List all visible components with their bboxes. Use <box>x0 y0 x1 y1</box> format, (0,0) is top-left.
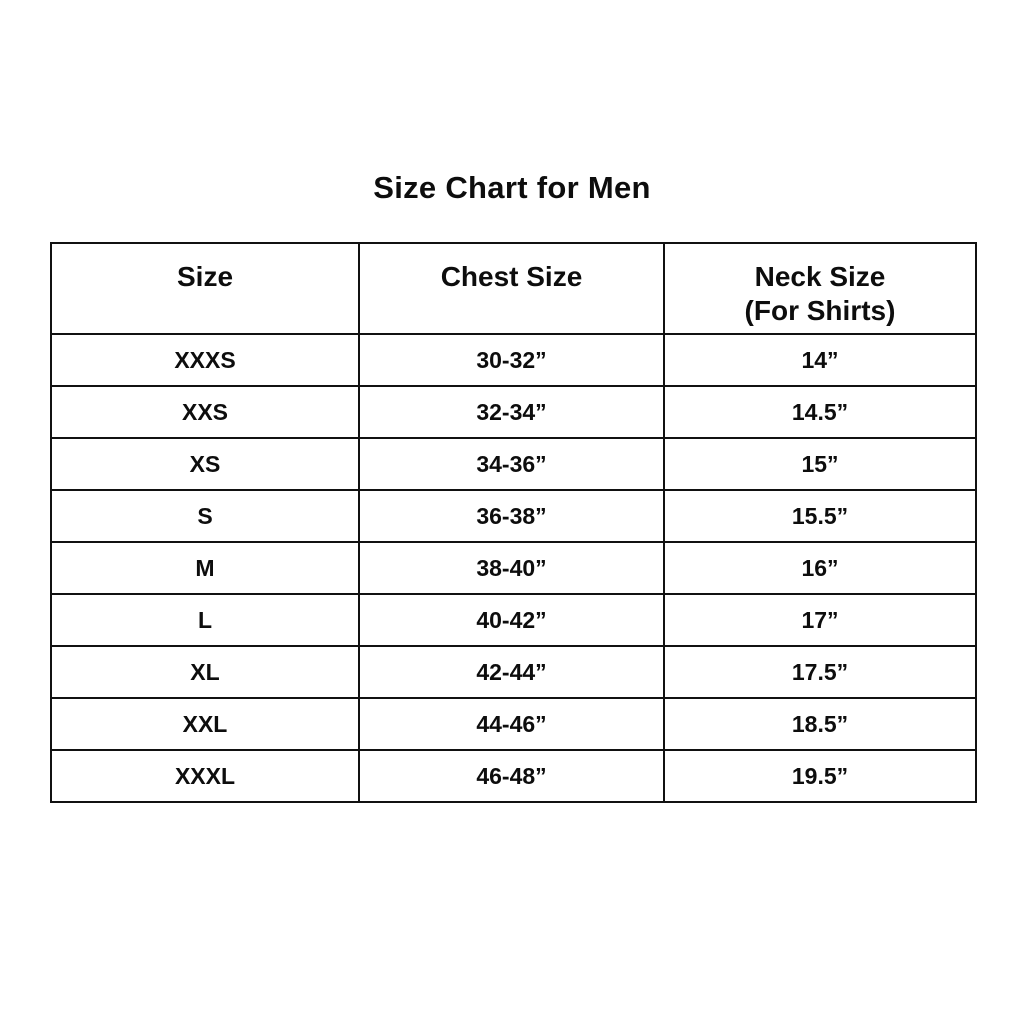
cell-neck-size: 17” <box>663 593 977 647</box>
cell-neck-size: 16” <box>663 541 977 595</box>
table-row: XXL 44-46” 18.5” <box>50 697 977 751</box>
column-header-label: Neck Size <box>754 261 886 292</box>
cell-size: XL <box>50 645 360 699</box>
table-row: XXXS 30-32” 14” <box>50 333 977 387</box>
cell-neck-size: 18.5” <box>663 697 977 751</box>
cell-chest-size: 44-46” <box>358 697 665 751</box>
cell-size: XXXS <box>50 333 360 387</box>
cell-chest-size: 42-44” <box>358 645 665 699</box>
column-header-label: Chest Size <box>440 261 583 292</box>
cell-size: S <box>50 489 360 543</box>
table-row: XXS 32-34” 14.5” <box>50 385 977 439</box>
column-header-size: Size <box>50 242 360 335</box>
table-row: L 40-42” 17” <box>50 593 977 647</box>
table-row: XL 42-44” 17.5” <box>50 645 977 699</box>
cell-size: L <box>50 593 360 647</box>
table-row: M 38-40” 16” <box>50 541 977 595</box>
table-row: S 36-38” 15.5” <box>50 489 977 543</box>
cell-size: M <box>50 541 360 595</box>
header-row: Size Chest Size Neck Size (For Shirts) <box>50 242 977 335</box>
column-header-chest-size: Chest Size <box>358 242 665 335</box>
cell-chest-size: 34-36” <box>358 437 665 491</box>
cell-size: XXS <box>50 385 360 439</box>
cell-chest-size: 40-42” <box>358 593 665 647</box>
cell-neck-size: 15” <box>663 437 977 491</box>
table-row: XS 34-36” 15” <box>50 437 977 491</box>
cell-neck-size: 17.5” <box>663 645 977 699</box>
cell-neck-size: 15.5” <box>663 489 977 543</box>
table-body: XXXS 30-32” 14” XXS 32-34” 14.5” XS 34-3… <box>50 333 977 803</box>
table-header: Size Chest Size Neck Size (For Shirts) <box>50 242 977 335</box>
cell-chest-size: 38-40” <box>358 541 665 595</box>
column-header-sublabel: (For Shirts) <box>744 295 896 326</box>
cell-neck-size: 14” <box>663 333 977 387</box>
cell-size: XXXL <box>50 749 360 803</box>
cell-neck-size: 14.5” <box>663 385 977 439</box>
cell-chest-size: 46-48” <box>358 749 665 803</box>
column-header-neck-size: Neck Size (For Shirts) <box>663 242 977 335</box>
cell-size: XXL <box>50 697 360 751</box>
cell-neck-size: 19.5” <box>663 749 977 803</box>
page-title: Size Chart for Men <box>373 170 651 205</box>
table-row: XXXL 46-48” 19.5” <box>50 749 977 803</box>
cell-chest-size: 36-38” <box>358 489 665 543</box>
cell-size: XS <box>50 437 360 491</box>
column-header-label: Size <box>176 261 234 292</box>
cell-chest-size: 30-32” <box>358 333 665 387</box>
cell-chest-size: 32-34” <box>358 385 665 439</box>
size-chart-table: Size Chest Size Neck Size (For Shirts) X… <box>50 242 977 803</box>
